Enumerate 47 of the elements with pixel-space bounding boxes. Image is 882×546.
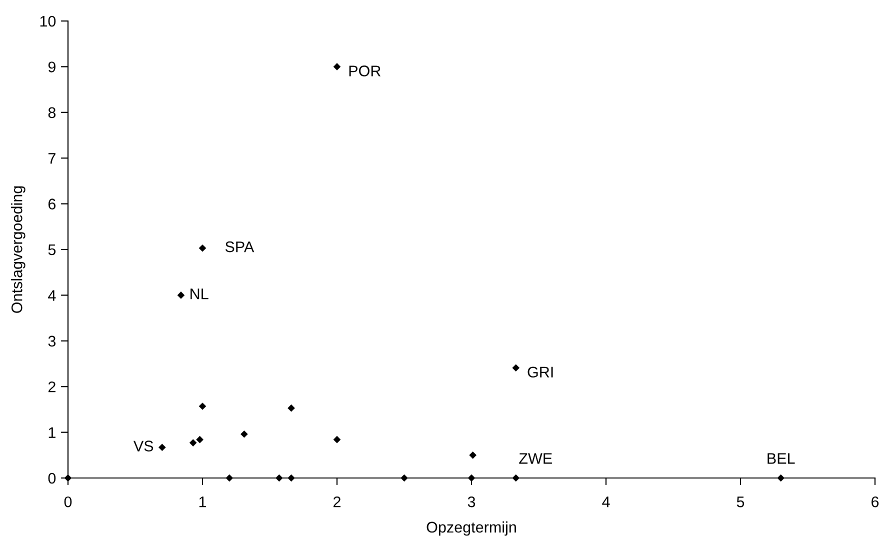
point [198, 244, 206, 252]
point [198, 402, 206, 410]
point [333, 63, 341, 70]
annotation: POR [349, 66, 381, 76]
x-axis-title: Opzegtermijn [426, 521, 516, 536]
point [177, 292, 185, 299]
y-tick-label: 7 [48, 153, 56, 164]
x-tick-label: 2 [334, 496, 340, 508]
annotation: GRI [528, 366, 553, 378]
y-tick-label: 8 [48, 107, 56, 118]
point [288, 404, 295, 412]
y-tick-label: 10 [40, 16, 56, 27]
y-axis-title: Ontslagvergoeding [11, 186, 26, 313]
annotation: NL [190, 288, 208, 300]
annotation: ZWE [519, 453, 552, 464]
point [512, 364, 520, 372]
y-tick-label: 9 [48, 62, 56, 72]
y-tick-label: 1 [48, 427, 56, 438]
y-tick-label: 2 [48, 381, 56, 392]
y-tick-label: 5 [48, 244, 56, 256]
point [240, 430, 248, 438]
x-tick-label: 3 [468, 496, 476, 508]
annotation: VS [134, 440, 154, 452]
point [288, 474, 295, 482]
point [275, 474, 283, 482]
point [400, 474, 408, 482]
point [64, 474, 72, 482]
point [196, 436, 204, 444]
point [468, 474, 476, 482]
y-tick-label: 0 [48, 472, 56, 484]
point [158, 444, 166, 452]
x-tick-label: 0 [64, 496, 72, 508]
x-tick-label: 5 [736, 496, 744, 508]
annotation: SPA [225, 241, 254, 252]
y-tick-label: 6 [48, 198, 56, 210]
x-tick-label: 4 [602, 496, 610, 508]
x-tick-label: 1 [199, 496, 206, 508]
point [333, 436, 341, 444]
point [226, 474, 234, 482]
x-tick-label: 6 [872, 496, 879, 508]
annotation: BEL [768, 453, 795, 464]
y-tick-label: 4 [48, 290, 56, 301]
y-tick-label: 3 [48, 336, 56, 347]
point [469, 451, 477, 459]
point [189, 439, 197, 446]
point [512, 474, 520, 482]
point [777, 474, 785, 482]
